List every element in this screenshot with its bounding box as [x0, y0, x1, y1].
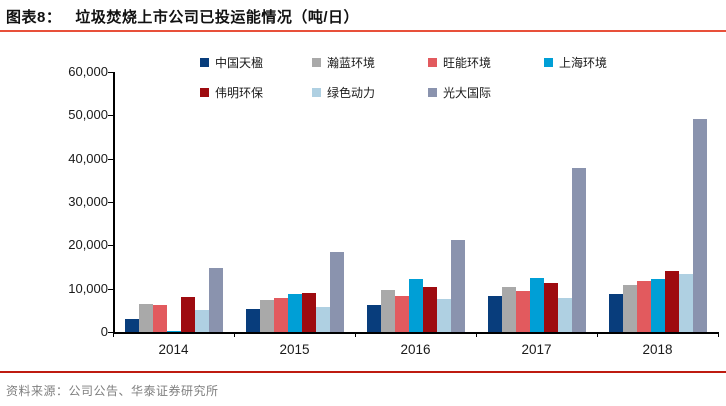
x-axis-tick	[476, 332, 477, 337]
y-axis-label: 0	[100, 324, 108, 339]
y-axis-tick	[108, 245, 113, 247]
legend-label: 中国天楹	[215, 56, 264, 70]
bar-上海环境-2015	[287, 294, 302, 332]
bar-中国天楹-2014	[124, 319, 139, 332]
legend-swatch-icon	[428, 88, 437, 97]
bar-绿色动力-2018	[678, 273, 693, 332]
bar-绿色动力-2017	[557, 298, 572, 332]
y-axis-label: 60,000	[68, 64, 108, 79]
x-axis-label: 2015	[279, 342, 310, 357]
bar-绿色动力-2014	[194, 309, 209, 332]
y-axis-label: 30,000	[68, 194, 108, 209]
legend-swatch-icon	[200, 58, 209, 67]
legend-item-上海环境: 上海环境	[544, 54, 607, 71]
bar-伟明环保-2018	[664, 271, 679, 332]
bar-旺能环境-2015	[273, 297, 288, 332]
legend-item-旺能环境: 旺能环境	[428, 54, 491, 71]
bar-伟明环保-2015	[301, 292, 316, 332]
x-axis-label: 2016	[400, 342, 431, 357]
figure-title-text: 垃圾焚烧上市公司已投运能情况（吨/日）	[75, 9, 360, 26]
bar-中国天楹-2018	[608, 293, 623, 332]
bar-光大国际-2017	[571, 167, 586, 332]
y-axis-line	[113, 72, 115, 332]
bar-瀚蓝环境-2018	[622, 284, 637, 332]
x-axis-tick	[234, 332, 235, 337]
legend-swatch-icon	[544, 58, 553, 67]
legend-item-瀚蓝环境: 瀚蓝环境	[312, 54, 375, 71]
y-axis-label: 50,000	[68, 107, 108, 123]
x-axis-line	[113, 332, 718, 334]
y-axis-tick	[108, 72, 113, 73]
y-axis-tick	[108, 332, 113, 333]
x-axis-label: 2018	[642, 342, 673, 357]
legend-swatch-icon	[312, 88, 321, 97]
x-axis-label: 2017	[521, 342, 552, 357]
legend-label: 绿色动力	[327, 86, 376, 100]
bar-瀚蓝环境-2016	[380, 289, 395, 332]
x-axis-tick	[718, 332, 719, 337]
bar-上海环境-2018	[650, 278, 665, 332]
y-axis-tick	[108, 202, 113, 203]
bar-绿色动力-2016	[436, 299, 451, 332]
legend-item-伟明环保: 伟明环保	[200, 84, 263, 101]
bar-上海环境-2014	[166, 330, 181, 332]
source-note: 资料来源：公司公告、华泰证券研究所	[6, 384, 219, 398]
y-axis-label: 20,000	[68, 237, 108, 253]
y-axis-label: 10,000	[68, 280, 108, 296]
bar-光大国际-2018	[692, 118, 707, 332]
legend-label: 光大国际	[443, 86, 492, 100]
legend-label: 上海环境	[559, 56, 608, 70]
legend-swatch-icon	[312, 58, 321, 67]
bar-瀚蓝环境-2014	[138, 303, 153, 332]
bar-旺能环境-2018	[636, 280, 651, 332]
bar-瀚蓝环境-2015	[259, 300, 274, 332]
x-axis-tick	[597, 332, 598, 337]
bar-上海环境-2017	[529, 278, 544, 332]
y-axis-label: 40,000	[68, 150, 108, 166]
bar-中国天楹-2016	[366, 304, 381, 332]
x-axis-tick	[355, 332, 356, 337]
bar-光大国际-2015	[329, 251, 344, 332]
bar-中国天楹-2015	[245, 308, 260, 332]
legend-label: 瀚蓝环境	[327, 56, 376, 70]
x-axis-tick	[113, 332, 114, 337]
y-axis-tick	[108, 115, 113, 117]
legend-item-绿色动力: 绿色动力	[312, 84, 375, 101]
bar-中国天楹-2017	[487, 295, 502, 332]
legend-item-中国天楹: 中国天楹	[200, 54, 263, 71]
y-axis-tick	[108, 288, 113, 290]
legend-swatch-icon	[428, 58, 437, 67]
bar-旺能环境-2014	[152, 305, 167, 332]
bar-旺能环境-2016	[394, 296, 409, 332]
bar-瀚蓝环境-2017	[501, 286, 516, 332]
bar-绿色动力-2015	[315, 307, 330, 332]
legend-item-光大国际: 光大国际	[428, 84, 491, 101]
bar-旺能环境-2017	[515, 291, 530, 332]
bar-伟明环保-2016	[422, 287, 437, 332]
bar-光大国际-2016	[450, 239, 465, 332]
legend-label: 旺能环境	[443, 56, 492, 70]
legend-swatch-icon	[200, 88, 209, 97]
bar-上海环境-2016	[408, 279, 423, 332]
top-divider	[0, 30, 726, 32]
bar-伟明环保-2014	[180, 297, 195, 332]
bar-光大国际-2014	[208, 268, 223, 332]
legend-label: 伟明环保	[215, 86, 264, 100]
x-axis-label: 2014	[158, 342, 189, 357]
figure-title: 图表8： 垃圾焚烧上市公司已投运能情况（吨/日）	[6, 6, 359, 27]
bottom-divider	[0, 371, 726, 373]
bar-伟明环保-2017	[543, 282, 558, 332]
y-axis-tick	[108, 158, 113, 160]
figure-label: 图表8：	[6, 9, 62, 26]
